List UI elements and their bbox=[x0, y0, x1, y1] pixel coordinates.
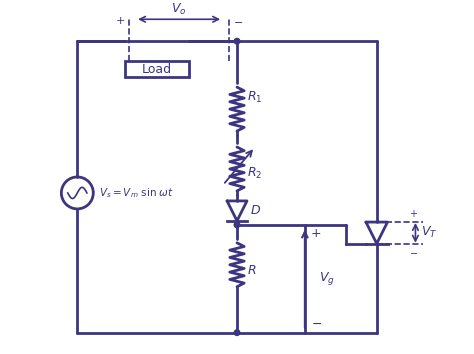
Text: $V_g$: $V_g$ bbox=[319, 270, 335, 287]
Text: $V_o$: $V_o$ bbox=[172, 2, 187, 17]
Circle shape bbox=[234, 39, 240, 44]
Text: $-$: $-$ bbox=[311, 316, 322, 330]
Text: +: + bbox=[116, 16, 125, 26]
Text: $R_2$: $R_2$ bbox=[247, 165, 262, 181]
Text: $D$: $D$ bbox=[250, 204, 261, 217]
Circle shape bbox=[234, 222, 240, 228]
Text: $-$: $-$ bbox=[233, 16, 243, 26]
Text: Load: Load bbox=[142, 63, 172, 76]
Text: +: + bbox=[311, 227, 321, 240]
Text: $R$: $R$ bbox=[247, 264, 256, 277]
Text: $R_1$: $R_1$ bbox=[247, 90, 263, 105]
Text: $V_T$: $V_T$ bbox=[421, 225, 438, 240]
Text: $V_s = V_m\ \mathrm{sin}\ \omega t$: $V_s = V_m\ \mathrm{sin}\ \omega t$ bbox=[99, 186, 174, 200]
FancyBboxPatch shape bbox=[125, 61, 189, 77]
Circle shape bbox=[234, 330, 240, 336]
Text: +: + bbox=[410, 209, 418, 219]
Text: $-$: $-$ bbox=[409, 247, 418, 257]
